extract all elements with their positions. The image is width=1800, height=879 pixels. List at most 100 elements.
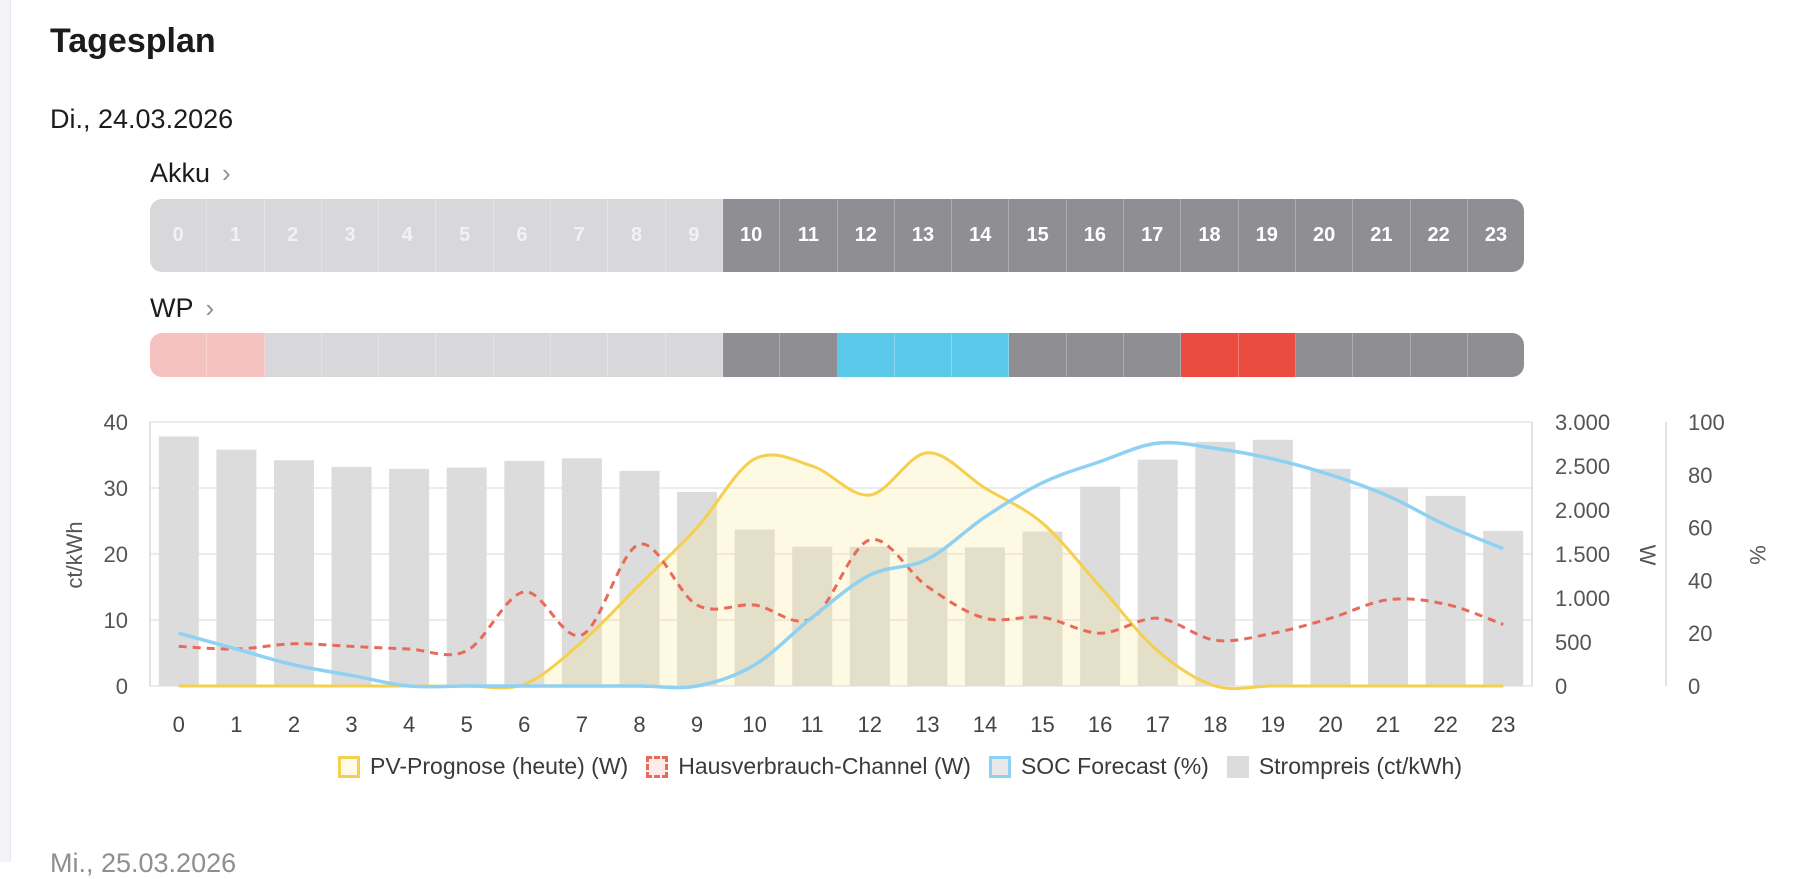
- price-bar: [677, 491, 718, 686]
- legend-pv[interactable]: PV-Prognose (heute) (W): [337, 753, 629, 780]
- legend-pv-label: PV-Prognose (heute) (W): [369, 753, 629, 779]
- price-bar: [1022, 531, 1063, 686]
- akku-hour-cell[interactable]: 15: [1009, 199, 1067, 272]
- price-bar: [504, 460, 545, 686]
- akku-hour-cell[interactable]: 8: [608, 199, 666, 272]
- wp-hour-cell[interactable]: [493, 333, 552, 377]
- chevron-right-icon: ›: [222, 158, 231, 188]
- y2-tick-label: 2.000: [1555, 498, 1610, 523]
- legend-price[interactable]: Strompreis (ct/kWh): [1226, 753, 1462, 780]
- y-tick-label: 10: [104, 608, 128, 633]
- wp-hour-cell[interactable]: [1467, 333, 1524, 377]
- wp-hour-cell[interactable]: [1124, 333, 1182, 377]
- wp-hour-cell[interactable]: [1353, 333, 1411, 377]
- wp-hour-cell[interactable]: [150, 333, 208, 377]
- akku-hour-cell[interactable]: 20: [1295, 199, 1354, 272]
- y2-tick-label: 3.000: [1555, 410, 1610, 435]
- wp-hour-cell[interactable]: [1238, 333, 1296, 377]
- wp-hour-cell[interactable]: [379, 333, 437, 377]
- akku-section-link[interactable]: Akku ›: [150, 158, 231, 189]
- akku-hour-cell[interactable]: 6: [493, 199, 552, 272]
- x-tick-label: 9: [691, 712, 703, 737]
- akku-hour-cell[interactable]: 3: [321, 199, 380, 272]
- wp-hour-cell[interactable]: [1295, 333, 1354, 377]
- wp-hour-cell[interactable]: [1066, 333, 1125, 377]
- akku-hour-cell[interactable]: 21: [1353, 199, 1411, 272]
- wp-hour-cell[interactable]: [264, 333, 322, 377]
- day-date: Di., 24.03.2026: [50, 104, 234, 134]
- akku-hour-cell[interactable]: 4: [379, 199, 437, 272]
- y-tick-label: 0: [116, 674, 128, 699]
- y2-tick-label: 0: [1555, 674, 1567, 699]
- x-tick-label: 2: [288, 712, 300, 737]
- legend-pv-swatch: [337, 755, 360, 778]
- x-tick-label: 20: [1318, 712, 1342, 737]
- wp-section-link[interactable]: WP ›: [150, 293, 214, 324]
- y3-tick-label: 60: [1688, 516, 1712, 541]
- price-bar: [1137, 459, 1178, 686]
- akku-hour-cell[interactable]: 16: [1066, 199, 1125, 272]
- akku-hour-cell[interactable]: 10: [722, 199, 781, 272]
- x-tick-label: 5: [461, 712, 473, 737]
- wp-hour-cell[interactable]: [207, 333, 265, 377]
- y3-tick-label: 0: [1688, 674, 1700, 699]
- y-tick-label: 30: [104, 476, 128, 501]
- x-tick-label: 7: [576, 712, 588, 737]
- akku-hour-cell[interactable]: 14: [952, 199, 1010, 272]
- akku-hour-cell[interactable]: 1: [207, 199, 265, 272]
- akku-hour-cell[interactable]: 19: [1238, 199, 1296, 272]
- x-tick-label: 0: [173, 712, 185, 737]
- wp-hour-cell[interactable]: [1410, 333, 1468, 377]
- legend-price-swatch: [1226, 755, 1249, 778]
- x-tick-label: 8: [633, 712, 645, 737]
- akku-hour-cell[interactable]: 18: [1181, 199, 1239, 272]
- akku-hour-cell[interactable]: 23: [1467, 199, 1524, 272]
- price-bar: [389, 468, 430, 686]
- legend-house[interactable]: Hausverbrauch-Channel (W): [646, 753, 971, 780]
- wp-hour-cell[interactable]: [551, 333, 609, 377]
- next-day-date: Mi., 25.03.2026: [50, 848, 237, 878]
- price-bar: [907, 547, 948, 686]
- akku-hour-cell[interactable]: 9: [665, 199, 723, 272]
- akku-hour-cell[interactable]: 7: [551, 199, 609, 272]
- page-left-border: [0, 0, 11, 862]
- soc-line: [178, 440, 1504, 690]
- wp-hour-cell[interactable]: [665, 333, 723, 377]
- legend-house-swatch: [646, 755, 669, 778]
- akku-hour-cell[interactable]: 5: [436, 199, 494, 272]
- wp-hour-cell[interactable]: [780, 333, 838, 377]
- y-tick-label: 20: [104, 542, 128, 567]
- page-title: Tagesplan: [50, 22, 216, 60]
- wp-hour-cell[interactable]: [436, 333, 494, 377]
- akku-hour-cell[interactable]: 2: [264, 199, 322, 272]
- x-tick-label: 10: [742, 712, 766, 737]
- price-bar: [1195, 441, 1236, 686]
- wp-hour-bar: [150, 333, 1524, 377]
- wp-hour-cell[interactable]: [722, 333, 781, 377]
- x-tick-label: 3: [345, 712, 357, 737]
- price-bar: [561, 458, 602, 686]
- akku-hour-cell[interactable]: 13: [894, 199, 953, 272]
- price-bar: [446, 467, 487, 686]
- y3-tick-label: 40: [1688, 568, 1712, 593]
- y-axis-title: ct/kWh: [62, 521, 87, 588]
- price-bar: [1310, 468, 1351, 686]
- wp-hour-cell[interactable]: [894, 333, 953, 377]
- wp-hour-cell[interactable]: [608, 333, 666, 377]
- x-tick-label: 22: [1433, 712, 1457, 737]
- akku-hour-cell[interactable]: 12: [837, 199, 895, 272]
- legend-soc[interactable]: SOC Forecast (%): [988, 753, 1209, 780]
- wp-hour-cell[interactable]: [1009, 333, 1067, 377]
- y3-tick-label: 20: [1688, 621, 1712, 646]
- akku-hour-cell[interactable]: 22: [1410, 199, 1468, 272]
- wp-hour-cell[interactable]: [1181, 333, 1239, 377]
- wp-hour-cell[interactable]: [952, 333, 1010, 377]
- legend-house-label: Hausverbrauch-Channel (W): [678, 753, 971, 779]
- x-tick-label: 17: [1145, 712, 1169, 737]
- wp-hour-cell[interactable]: [837, 333, 895, 377]
- akku-hour-cell[interactable]: 11: [780, 199, 838, 272]
- y3-tick-label: 80: [1688, 463, 1712, 488]
- wp-hour-cell[interactable]: [321, 333, 380, 377]
- akku-hour-cell[interactable]: 17: [1124, 199, 1182, 272]
- akku-hour-cell[interactable]: 0: [150, 199, 208, 272]
